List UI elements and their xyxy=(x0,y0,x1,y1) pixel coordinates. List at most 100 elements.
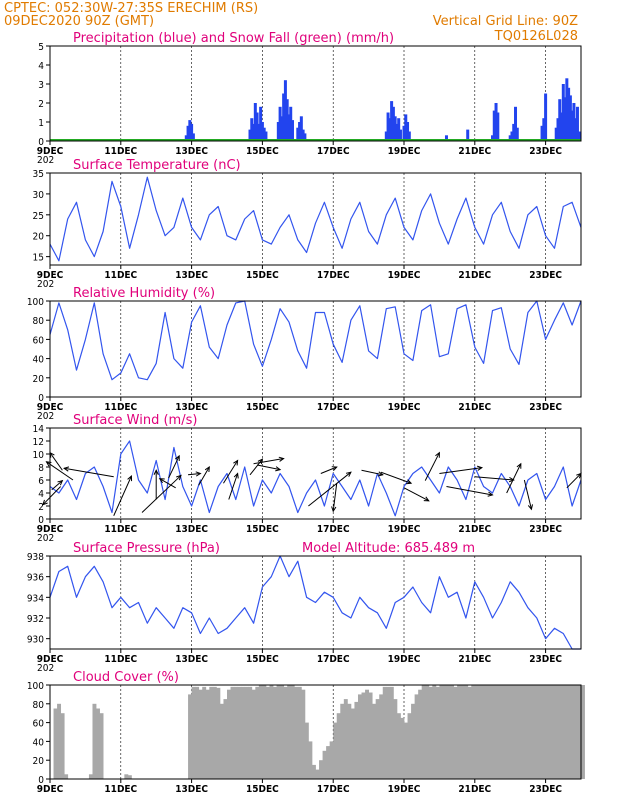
x-tick-label: 11DEC xyxy=(104,270,137,281)
cloud-bar xyxy=(237,686,242,779)
cloud-bar xyxy=(457,685,462,779)
cloud-bar xyxy=(570,685,575,779)
wind-arrow xyxy=(380,471,412,484)
wind-arrow xyxy=(51,480,63,491)
y-tick-label: 80 xyxy=(33,316,45,327)
precip-bar xyxy=(407,131,411,141)
cloud-bar xyxy=(336,713,341,779)
x-tick-label: 9DEC xyxy=(37,146,64,157)
cloud-bar xyxy=(304,722,309,779)
cloud-bar xyxy=(520,685,525,779)
cloud-bar xyxy=(460,685,465,779)
cloud-bar xyxy=(499,685,504,779)
wind-arrow-head xyxy=(508,477,515,483)
wind-arrow xyxy=(64,467,114,478)
x-tick-label: 11DEC xyxy=(104,524,137,535)
wind-arrow xyxy=(523,479,532,510)
x-tick-label: 11DEC xyxy=(104,654,137,665)
x-tick-label: 19DEC xyxy=(388,654,421,665)
y-tick-label: 100 xyxy=(27,681,44,692)
cloud-bar xyxy=(442,685,447,779)
cloud-bar xyxy=(223,699,228,779)
cloud-bar xyxy=(439,685,444,779)
y-tick-label: 8 xyxy=(38,463,44,474)
cloud-bar xyxy=(205,689,210,779)
cloud-bar xyxy=(393,699,398,779)
wind-arrow-head xyxy=(406,479,413,485)
precip-bar xyxy=(298,122,302,141)
precip-bar xyxy=(285,99,289,141)
temperature-series-line xyxy=(49,176,582,262)
cloud-bar xyxy=(556,685,561,779)
cloud-bar xyxy=(322,750,327,779)
precip-bar xyxy=(264,131,268,141)
precip-bar xyxy=(558,99,562,141)
x-tick-label: 23DEC xyxy=(529,146,562,157)
precip-bar xyxy=(540,125,544,141)
cloud-bar xyxy=(209,686,214,779)
wind-arrow xyxy=(46,461,74,481)
x-tick-label: 21DEC xyxy=(458,524,491,535)
x-tick-label: 15DEC xyxy=(246,270,279,281)
precip-bar xyxy=(250,118,254,141)
cloud-bar xyxy=(577,685,582,779)
wind-arrow-head xyxy=(275,466,282,472)
precip-bar xyxy=(565,78,569,141)
precip-bar xyxy=(262,127,266,141)
cloud-bar xyxy=(64,774,69,779)
cloud-bar xyxy=(357,694,362,779)
precip-bar xyxy=(444,135,448,141)
y-tick-label: 936 xyxy=(27,573,44,584)
wind-arrow-head xyxy=(423,496,430,502)
precip-bar xyxy=(290,120,294,141)
wind-arrow-head xyxy=(331,506,337,513)
cloud-bar xyxy=(488,685,493,779)
cloud-bar xyxy=(343,699,348,779)
humidity-panel: 0 20 40 60 80 100 9DEC 11DEC 13DEC 15DEC 17DEC 19DE… xyxy=(27,286,582,422)
cloud-bar xyxy=(234,686,239,779)
y-tick-label: 40 xyxy=(33,737,45,748)
cloud-bar xyxy=(474,685,479,779)
cloud-bar xyxy=(382,686,387,779)
x-tick-label: 21DEC xyxy=(458,402,491,413)
temperature-panel: 15 20 25 30 35 9DEC 11DEC 13DEC 15DEC 17DEC 19DEC 2… xyxy=(33,158,582,290)
cloud-bar xyxy=(411,703,416,779)
precip-bar xyxy=(301,129,305,141)
cloud-bar xyxy=(425,685,430,779)
precip-bar xyxy=(391,106,395,141)
cloud-bar xyxy=(549,685,554,779)
cloud-bar xyxy=(276,685,281,779)
wind-arrow-head xyxy=(331,466,338,472)
precip-bar xyxy=(296,127,300,141)
wind-arrow-head xyxy=(527,504,533,511)
precip-bar xyxy=(554,127,558,141)
year-stub: 202 xyxy=(37,533,54,544)
y-tick-label: 1 xyxy=(38,118,44,129)
wind-arrow xyxy=(332,483,338,512)
precip-bar xyxy=(255,112,259,141)
cloud-bar xyxy=(446,685,451,779)
precip-bar xyxy=(282,93,286,141)
x-tick-label: 23DEC xyxy=(529,270,562,281)
wind-arrow-head xyxy=(516,462,522,469)
wind-arrow-head xyxy=(233,472,239,479)
cloud-bar xyxy=(365,689,369,779)
wind-arrow xyxy=(42,486,61,506)
wind-arrow xyxy=(361,469,383,476)
year-stub: 202 xyxy=(37,155,54,166)
cloud-bar xyxy=(510,685,515,779)
y-tick-label: 5 xyxy=(38,42,44,53)
wind-arrow xyxy=(308,471,352,507)
precip-bar xyxy=(186,125,190,141)
x-tick-label: 21DEC xyxy=(458,270,491,281)
cloud-bar xyxy=(188,694,192,779)
cloud-bar xyxy=(450,685,454,779)
x-tick-label: 13DEC xyxy=(175,402,208,413)
cloud-bar xyxy=(478,685,483,779)
cloud-bar xyxy=(386,686,391,779)
cloud-bar xyxy=(513,685,518,779)
y-tick-label: 6 xyxy=(38,476,44,487)
cloud-bar xyxy=(538,685,543,779)
precip-bar xyxy=(561,84,565,141)
cloud-bar xyxy=(202,686,207,779)
